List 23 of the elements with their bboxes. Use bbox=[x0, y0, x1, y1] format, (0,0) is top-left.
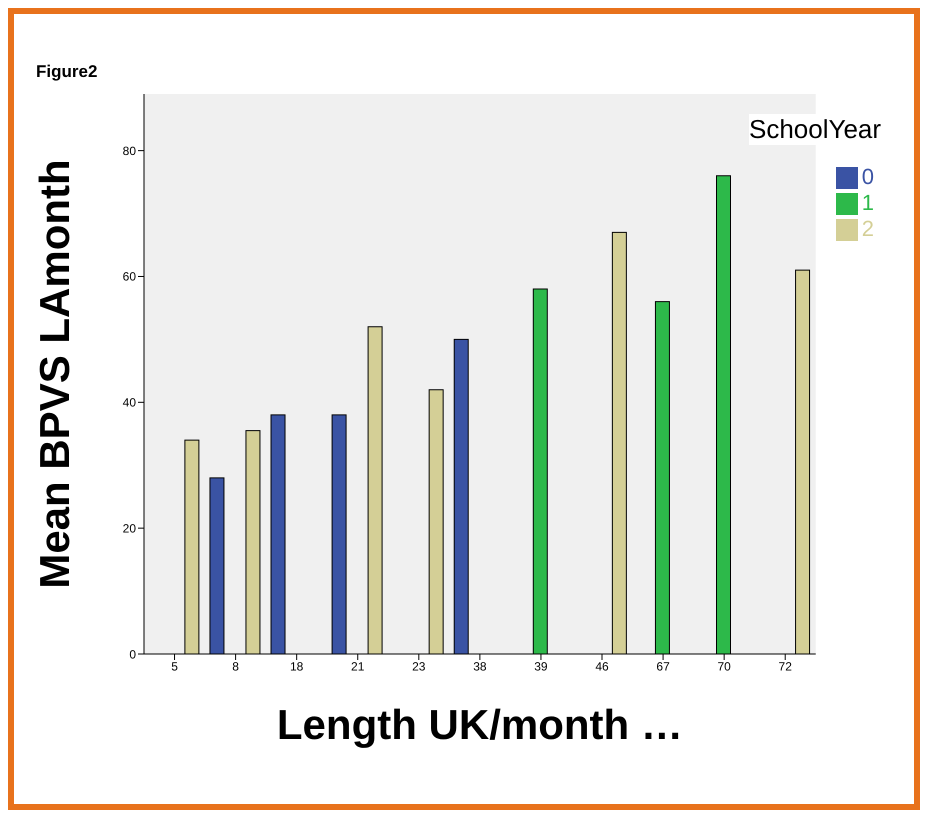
legend-label: 2 bbox=[862, 216, 874, 241]
x-tick-label: 67 bbox=[656, 660, 670, 674]
y-tick-label: 80 bbox=[122, 144, 136, 158]
y-tick-label: 40 bbox=[122, 396, 136, 410]
x-tick-label: 38 bbox=[473, 660, 487, 674]
x-tick-label: 70 bbox=[717, 660, 732, 674]
x-tick-label: 72 bbox=[778, 660, 792, 674]
y-tick-label: 60 bbox=[122, 270, 136, 284]
x-tick-label: 5 bbox=[171, 660, 178, 674]
legend-label: 0 bbox=[862, 164, 874, 189]
x-tick-label: 21 bbox=[351, 660, 365, 674]
x-tick-label: 18 bbox=[290, 660, 304, 674]
x-tick-label: 23 bbox=[412, 660, 426, 674]
y-tick-label: 20 bbox=[122, 521, 136, 536]
legend-title: SchoolYear bbox=[749, 114, 882, 145]
chart-title: Figure2 bbox=[36, 62, 98, 82]
x-axis-title: Length UK/month … bbox=[276, 701, 683, 748]
y-tick-label: 0 bbox=[129, 647, 136, 662]
x-tick-label: 39 bbox=[534, 660, 548, 674]
x-tick-label: 8 bbox=[232, 660, 240, 674]
x-tick-label: 46 bbox=[595, 660, 610, 674]
legend-label: 1 bbox=[862, 190, 874, 215]
y-axis-title: Mean BPVS LAmonth bbox=[30, 159, 78, 589]
